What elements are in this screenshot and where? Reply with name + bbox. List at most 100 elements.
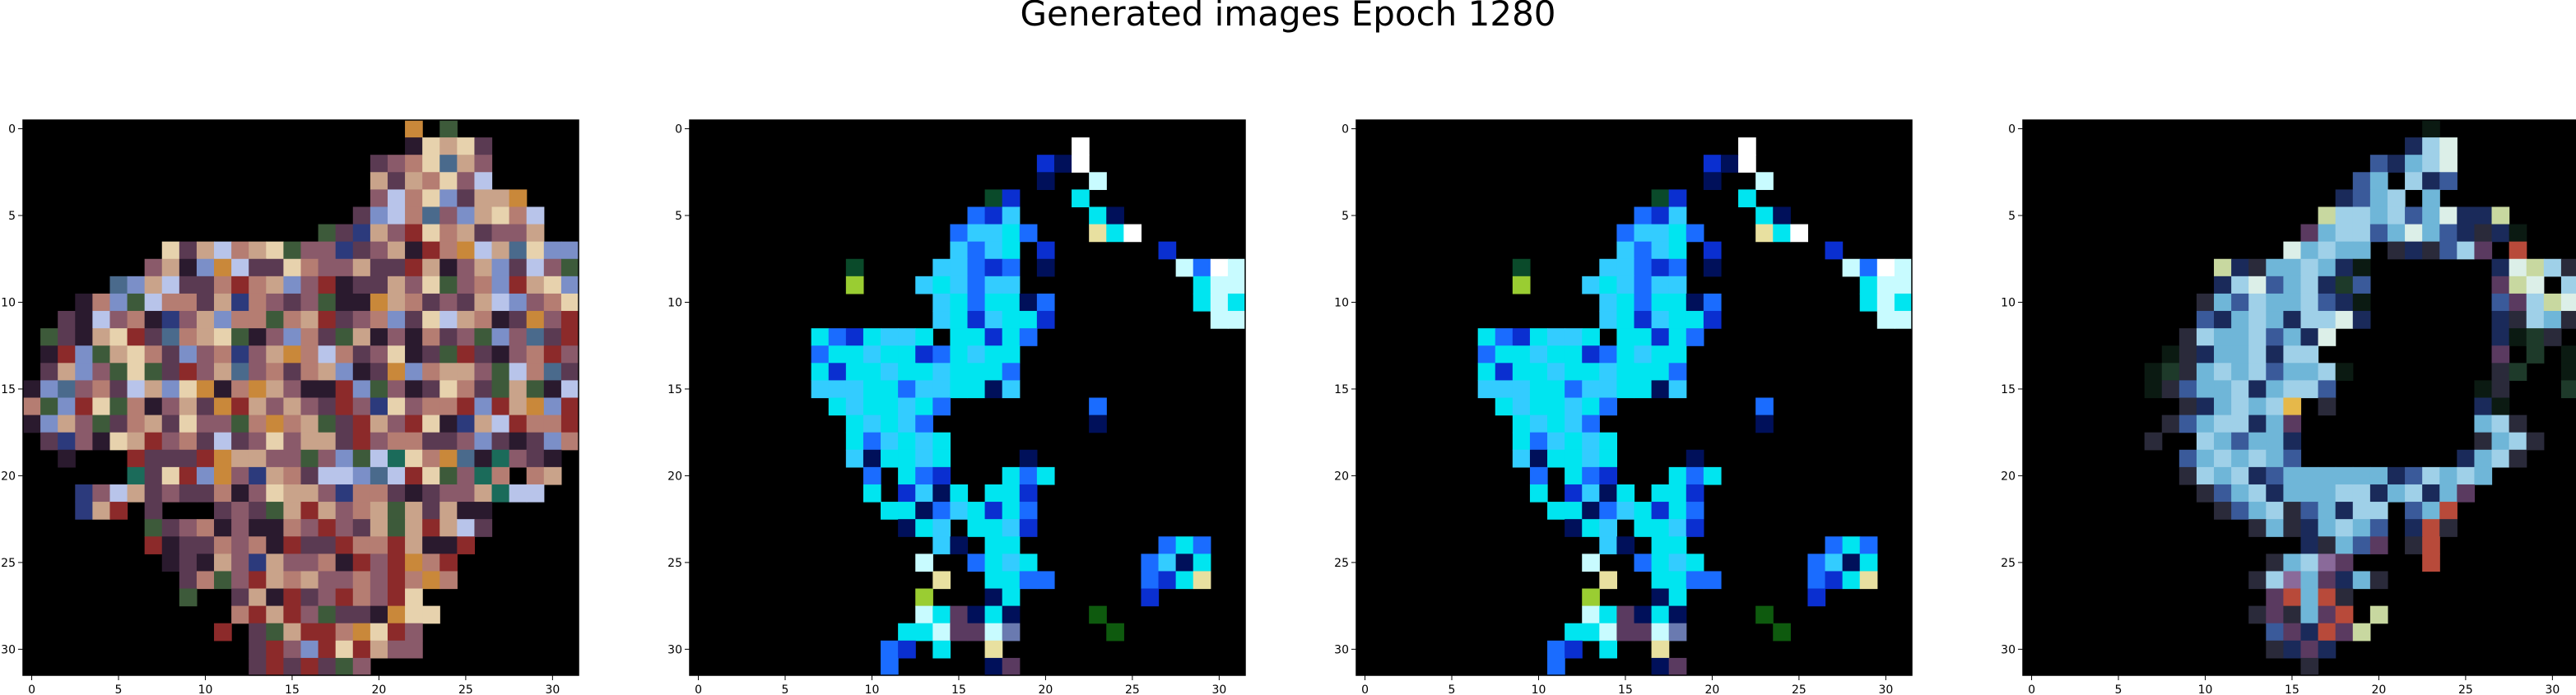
pixel-cell <box>845 380 864 399</box>
pixel-cell <box>898 466 916 485</box>
pixel-cell <box>828 363 847 381</box>
pixel-cell <box>2196 328 2215 346</box>
pixel-cell <box>58 311 76 329</box>
pixel-cell <box>92 502 111 520</box>
pixel-cell <box>474 484 493 503</box>
pixel-cell <box>109 311 128 329</box>
pixel-cell <box>58 415 76 433</box>
pixel-cell <box>2318 588 2337 607</box>
pixel-cell <box>370 397 388 416</box>
pixel-cell <box>439 502 458 520</box>
pixel-cell <box>811 380 830 399</box>
pixel-cell <box>2422 224 2440 243</box>
pixel-cell <box>249 657 267 676</box>
pixel-cell <box>1141 588 1160 607</box>
pixel-cell <box>1019 293 1038 312</box>
pixel-cell <box>1668 276 1687 294</box>
pixel-cell <box>1599 519 1617 537</box>
pixel-cell <box>179 536 198 554</box>
pixel-cell <box>950 224 969 243</box>
pixel-cell <box>1565 415 1583 433</box>
pixel-cell <box>249 397 267 416</box>
pixel-cell <box>266 311 284 329</box>
pixel-cell <box>161 397 180 416</box>
pixel-cell <box>1529 466 1548 485</box>
pixel-cell <box>352 397 371 416</box>
pixel-cell <box>1686 554 1704 572</box>
pixel-cell <box>283 449 302 468</box>
pixel-cell <box>967 293 986 312</box>
pixel-cell <box>2439 206 2457 225</box>
pixel-cell <box>249 571 267 590</box>
pixel-cell <box>491 258 510 277</box>
pixel-cell <box>543 380 562 399</box>
pixel-cell <box>335 415 354 433</box>
pixel-cell <box>405 206 423 225</box>
pixel-cell <box>898 328 916 346</box>
pixel-cell <box>387 554 406 572</box>
pixel-cell <box>2231 415 2249 433</box>
pixel-cell <box>1002 380 1021 399</box>
pixel-cell <box>474 206 493 225</box>
pixel-cell <box>932 432 951 451</box>
pixel-cell <box>405 189 423 208</box>
pixel-cell <box>318 571 337 590</box>
pixel-cell <box>1565 432 1583 451</box>
pixel-cell <box>439 206 458 225</box>
pixel-cell <box>898 449 916 468</box>
pixel-cell <box>2248 293 2267 312</box>
pixel-cell <box>387 241 406 260</box>
pixel-cell <box>915 484 933 503</box>
pixel-cell <box>526 345 545 364</box>
pixel-cell <box>144 432 163 451</box>
pixel-cell <box>179 241 198 260</box>
pixel-cell <box>2300 311 2319 329</box>
pixel-cell <box>1876 258 1895 277</box>
pixel-cell <box>1703 172 1722 190</box>
pixel-cell <box>214 415 232 433</box>
pixel-cell <box>1495 380 1514 399</box>
x-tick-label: 10 <box>1532 683 1546 695</box>
pixel-cell <box>1686 449 1704 468</box>
pixel-cell <box>509 380 528 399</box>
pixel-cell <box>2318 519 2337 537</box>
pixel-cell <box>1599 293 1617 312</box>
pixel-cell <box>1477 328 1496 346</box>
pixel-cell <box>179 571 198 590</box>
pixel-cell <box>2318 241 2337 260</box>
pixel-cell <box>214 397 232 416</box>
pixel-cell <box>75 328 93 346</box>
pixel-cell <box>2214 502 2232 520</box>
pixel-cell <box>196 484 215 503</box>
pixel-cell <box>109 345 128 364</box>
y-tick-label: 10 <box>1 296 16 309</box>
pixel-cell <box>2266 502 2284 520</box>
pixel-cell <box>984 519 1003 537</box>
pixel-cell <box>1582 397 1600 416</box>
pixel-cell <box>40 432 58 451</box>
pixel-cell <box>266 571 284 590</box>
pixel-cell <box>2214 345 2232 364</box>
pixel-cell <box>335 224 354 243</box>
pixel-cell <box>2318 224 2337 243</box>
x-tick-label: 5 <box>2115 683 2123 695</box>
pixel-cell <box>266 380 284 399</box>
pixel-cell <box>249 241 267 260</box>
pixel-cell <box>2405 536 2423 554</box>
pixel-cell <box>335 311 354 329</box>
pixel-cell <box>1599 345 1617 364</box>
pixel-cell <box>1002 571 1021 590</box>
pixel-cell <box>1582 502 1600 520</box>
pixel-cell <box>491 484 510 503</box>
pixel-cell <box>2178 466 2197 485</box>
pixel-cell <box>1773 206 1791 225</box>
pixel-cell <box>1894 311 1913 329</box>
pixel-cell <box>231 432 249 451</box>
pixel-cell <box>915 432 933 451</box>
pixel-cell <box>2144 380 2163 399</box>
pixel-cell <box>1175 258 1194 277</box>
pixel-cell <box>2335 605 2354 624</box>
pixel-cell <box>2457 241 2476 260</box>
pixel-cell <box>950 363 969 381</box>
pixel-cell <box>474 345 493 364</box>
